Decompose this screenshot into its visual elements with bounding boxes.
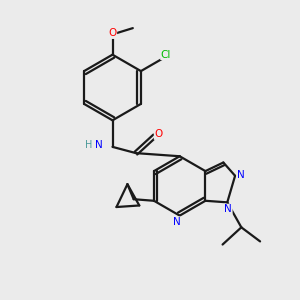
Text: N: N (94, 140, 102, 150)
Text: N: N (237, 170, 244, 180)
Text: O: O (154, 129, 163, 140)
Text: O: O (108, 28, 117, 38)
Text: Cl: Cl (161, 50, 171, 59)
Text: H: H (85, 140, 93, 150)
Text: N: N (173, 217, 180, 227)
Text: N: N (224, 204, 232, 214)
